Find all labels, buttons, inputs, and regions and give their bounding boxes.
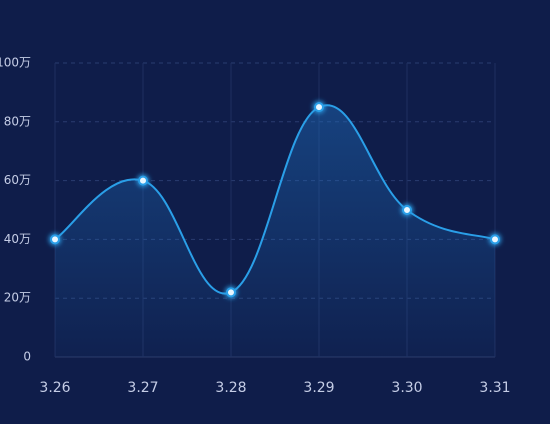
y-tick-label: 0 — [23, 350, 31, 364]
x-tick-label: 3.27 — [127, 380, 158, 396]
y-tick-label: 60万 — [4, 173, 31, 187]
area — [55, 105, 495, 358]
point — [50, 234, 60, 245]
point — [314, 102, 324, 113]
point — [490, 234, 500, 245]
point — [138, 175, 148, 186]
x-tick-label: 3.30 — [391, 380, 422, 396]
x-tick-label: 3.31 — [479, 380, 510, 396]
point — [226, 287, 236, 298]
x-tick-label: 3.29 — [303, 380, 334, 396]
y-tick-label: 20万 — [4, 291, 31, 305]
y-tick-label: 80万 — [4, 114, 31, 128]
x-tick-label: 3.26 — [39, 380, 70, 396]
x-tick-label: 3.28 — [215, 380, 246, 396]
y-tick-label: 100万 — [0, 56, 31, 70]
y-tick-label: 40万 — [4, 232, 31, 246]
point — [402, 205, 412, 215]
